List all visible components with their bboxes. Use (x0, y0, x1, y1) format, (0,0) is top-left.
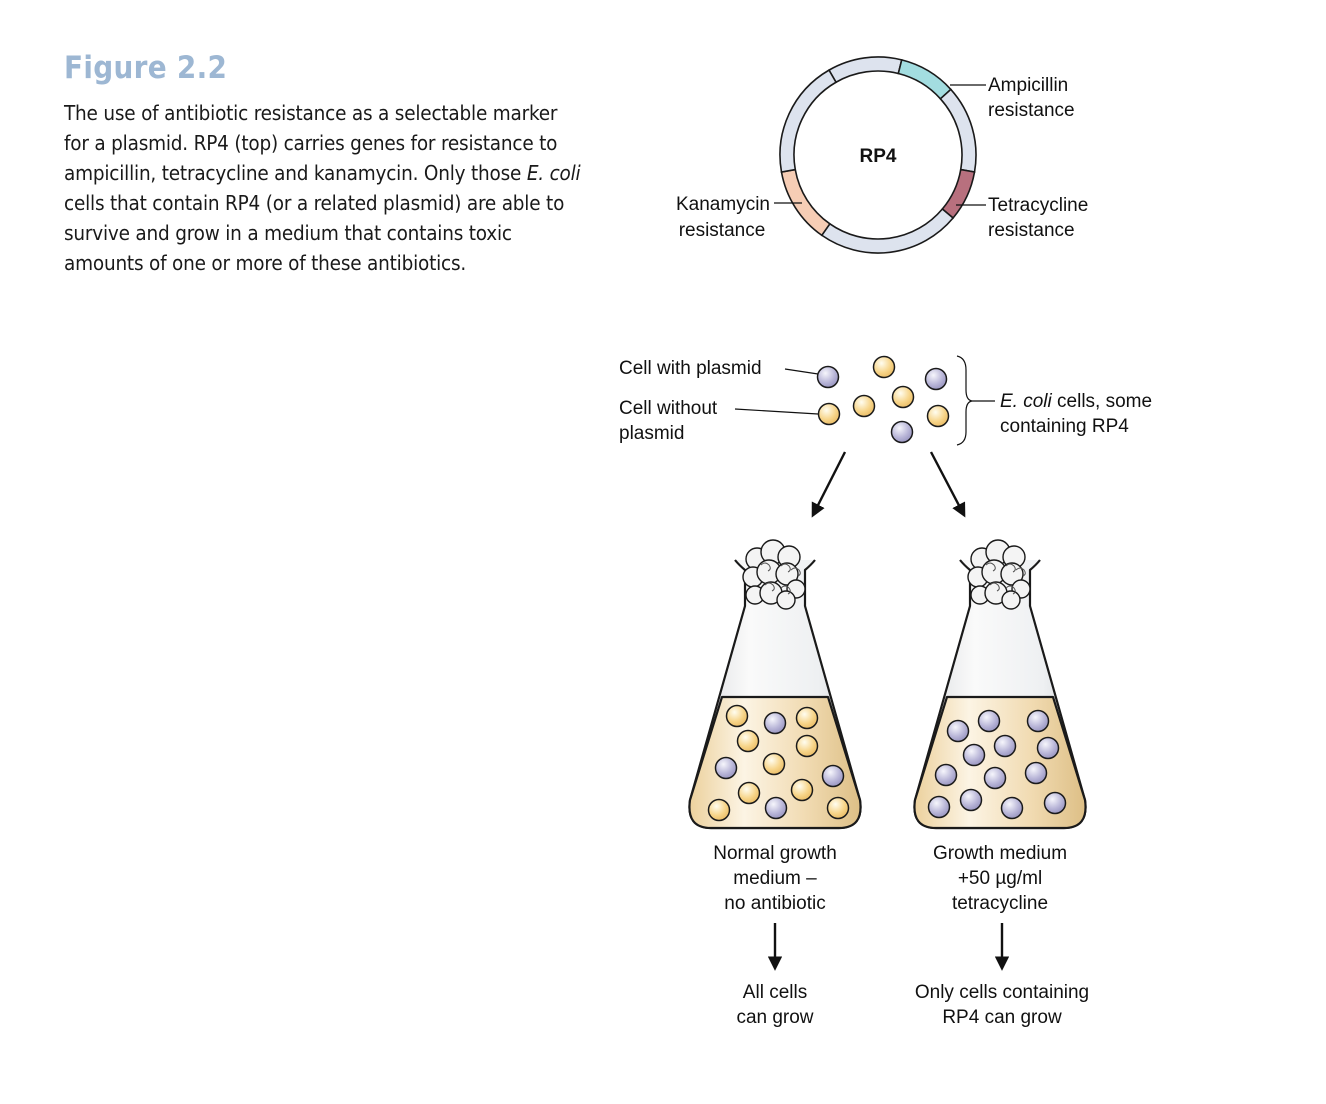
cell-with-plasmid (764, 796, 788, 820)
figure-caption: The use of antibiotic resistance as a se… (64, 98, 594, 278)
cell-population: Cell with plasmid Cell without plasmid E… (619, 355, 1152, 446)
plasmid-map: RP4 Ampicillin resistance Tetracycline r… (676, 56, 1088, 254)
cell-with-plasmid (1026, 709, 1050, 733)
flask-tetracycline-medium: Growth medium +50 µg/ml tetracycline Onl… (913, 539, 1089, 1028)
cell-cluster (816, 355, 950, 444)
cell-without-plasmid-label-line2: plasmid (619, 423, 684, 444)
cell-group-label-line2: containing RP4 (1000, 416, 1129, 437)
cell-with-plasmid (927, 795, 951, 819)
cell-without-plasmid (872, 355, 896, 379)
cell-with-plasmid (962, 743, 986, 767)
cell-with-plasmid (714, 756, 738, 780)
tetracycline-label-line2: resistance (988, 220, 1075, 241)
figure-title: Figure 2.2 (64, 50, 228, 86)
cell-without-plasmid (790, 778, 814, 802)
tetracycline-resistance-segment (941, 168, 976, 220)
cell-without-plasmid (795, 734, 819, 758)
cell-with-plasmid (983, 766, 1007, 790)
ampicillin-label-line1: Ampicillin (988, 75, 1068, 96)
caption-line: cells that contain RP4 (or a related pla… (64, 191, 565, 215)
flask-right-result-line1: Only cells containing (915, 982, 1089, 1003)
flask-left-result-line2: can grow (736, 1007, 813, 1028)
arrow-to-left-flask (811, 451, 847, 518)
flask-normal-medium: Normal growth medium – no antibiotic All… (688, 539, 862, 1028)
cell-without-plasmid (852, 394, 876, 418)
cell-without-plasmid-leader (734, 408, 819, 415)
cell-without-plasmid (926, 404, 950, 428)
cell-without-plasmid (707, 798, 731, 822)
flask-right-medium-line2: +50 µg/ml (958, 868, 1042, 889)
kanamycin-label-line1: Kanamycin (676, 194, 770, 215)
flask-left-medium-line3: no antibiotic (724, 893, 825, 914)
cell-with-plasmid (934, 763, 958, 787)
cell-group-bracket (956, 355, 973, 446)
kanamycin-label-line2: resistance (679, 220, 766, 241)
cell-with-plasmid-label: Cell with plasmid (619, 358, 762, 379)
cell-with-plasmid-leader (784, 368, 819, 375)
cotton-plug (742, 539, 806, 610)
cell-without-plasmid (795, 706, 819, 730)
flask-cells (707, 704, 850, 822)
caption-line: survive and grow in a medium that contai… (64, 221, 512, 245)
cell-with-plasmid (890, 420, 914, 444)
flask-right-medium-line3: tetracycline (952, 893, 1048, 914)
cell-with-plasmid (1000, 796, 1024, 820)
cell-without-plasmid (736, 729, 760, 753)
ampicillin-resistance-segment (897, 58, 952, 100)
plasmid-backbone-segment (820, 207, 955, 254)
cell-without-plasmid (826, 796, 850, 820)
cell-group-label-line1: E. coli cells, some (1000, 391, 1152, 412)
caption-line: ampicillin, tetracycline and kanamycin. … (64, 161, 581, 185)
cotton-plug (967, 539, 1031, 610)
cell-with-plasmid (977, 709, 1001, 733)
cell-without-plasmid (891, 385, 915, 409)
flask-cells (927, 709, 1067, 820)
caption-line: for a plasmid. RP4 (top) carries genes f… (64, 131, 558, 155)
flask-left-result-line1: All cells (743, 982, 807, 1003)
cell-with-plasmid (924, 367, 948, 391)
cell-with-plasmid (993, 734, 1017, 758)
cell-with-plasmid (946, 719, 970, 743)
cell-with-plasmid (1024, 761, 1048, 785)
cell-with-plasmid (959, 788, 983, 812)
plasmid-name: RP4 (860, 146, 897, 167)
cell-without-plasmid-label-line1: Cell without (619, 398, 718, 419)
plasmid-ring (779, 56, 977, 254)
cell-with-plasmid (1043, 791, 1067, 815)
plasmid-backbone-segment (939, 88, 977, 173)
arrow-to-right-flask (929, 451, 966, 518)
flask-left-medium-line2: medium – (733, 868, 817, 889)
cell-with-plasmid (816, 365, 840, 389)
caption-line: amounts of one or more of these antibiot… (64, 251, 467, 275)
cell-with-plasmid (763, 711, 787, 735)
caption-line: The use of antibiotic resistance as a se… (64, 101, 558, 125)
cell-without-plasmid (737, 781, 761, 805)
cell-without-plasmid (817, 402, 841, 426)
cell-with-plasmid (821, 764, 845, 788)
cell-without-plasmid (762, 752, 786, 776)
cell-with-plasmid (1036, 736, 1060, 760)
tetracycline-label-line1: Tetracycline (988, 195, 1088, 216)
plasmid-backbone-segment (827, 56, 903, 84)
flask-left-medium-line1: Normal growth (713, 843, 837, 864)
plasmid-backbone-segment (779, 69, 838, 173)
ampicillin-label-line2: resistance (988, 100, 1075, 121)
flask-right-result-line2: RP4 can grow (942, 1007, 1062, 1028)
flask-right-medium-line1: Growth medium (933, 843, 1067, 864)
cell-without-plasmid (725, 704, 749, 728)
